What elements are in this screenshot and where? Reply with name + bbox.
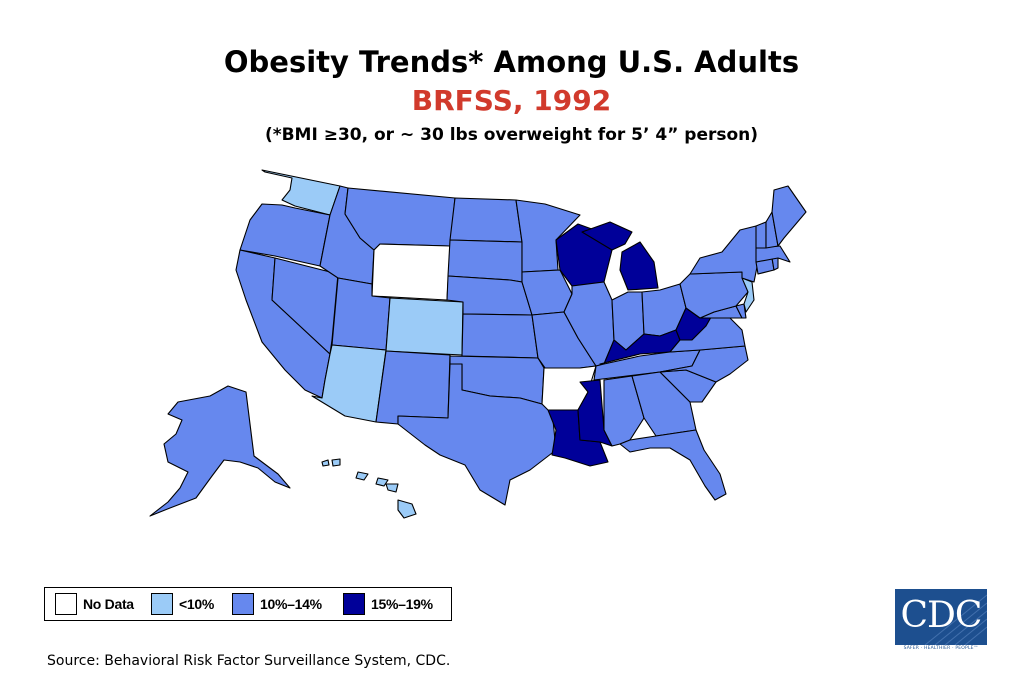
state-FL [619,429,727,501]
state-DE [735,303,747,319]
state-VT [755,221,767,249]
map-title: Obesity Trends* Among U.S. Adults [223,45,800,79]
state-AK [149,385,291,517]
legend-swatch [55,593,77,615]
state-ND [449,197,523,243]
legend-item-lt10: <10% [151,593,214,615]
source-note: Source: Behavioral Risk Factor Surveilla… [47,653,451,669]
state-NM [375,350,451,425]
legend-label: 10%–14% [260,596,322,612]
cdc-logo-box: CDC [895,589,987,645]
state-MN [515,199,581,273]
legend-item-15-19: 15%–19% [343,593,433,615]
legend-label: 15%–19% [371,596,433,612]
state-WY [371,243,451,301]
state-HI [321,458,417,519]
cdc-logo: CDC SAFER · HEALTHIER · PEOPLE™ [895,589,987,652]
legend-swatch [232,593,254,615]
state-KS [461,313,539,359]
state-ME [771,185,807,247]
cdc-logo-stripes [924,594,987,645]
legend-swatch [343,593,365,615]
state-CO [385,297,464,356]
cdc-logo-text: CDC [900,595,983,636]
state-MI [581,221,659,291]
state-VA [669,311,746,353]
legend-swatch [151,593,173,615]
legend: No Data <10% 10%–14% 15%–19% [44,587,452,621]
state-SD [447,239,523,283]
legend-item-10-14: 10%–14% [232,593,322,615]
state-WA [261,169,341,216]
legend-label: <10% [179,596,214,612]
state-NJ [741,277,755,313]
legend-item-no-data: No Data [55,593,134,615]
legend-label: No Data [83,596,134,612]
state-TX [397,363,557,506]
bmi-note: (*BMI ≥30, or ~ 30 lbs overweight for 5’… [264,125,759,145]
cdc-tagline: SAFER · HEALTHIER · PEOPLE™ [903,646,979,651]
map-subtitle: BRFSS, 1992 [411,84,612,117]
